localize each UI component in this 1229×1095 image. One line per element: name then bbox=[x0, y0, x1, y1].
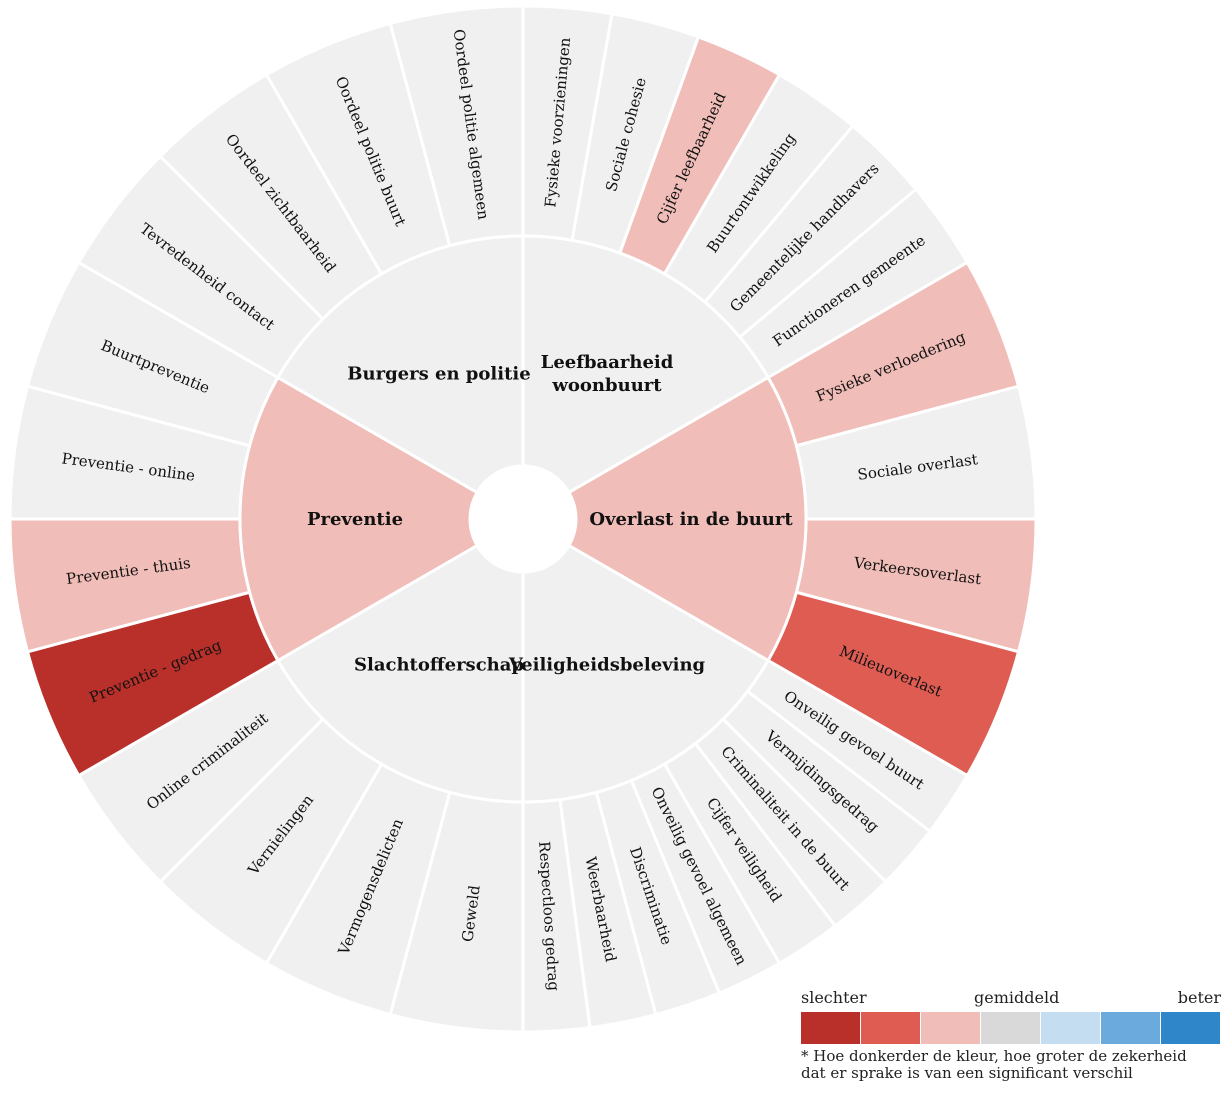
legend-swatch-5 bbox=[1041, 1012, 1101, 1044]
legend-label-worse: slechter bbox=[801, 988, 867, 1007]
inner-ring bbox=[238, 234, 808, 804]
legend-labels: slechter gemiddeld beter bbox=[801, 988, 1221, 1010]
inner-labels: Leefbaarheid woonbuurt Overlast in de buur… bbox=[307, 352, 793, 675]
outer-ring bbox=[8, 4, 1038, 1034]
legend-swatch-2 bbox=[861, 1012, 921, 1044]
category-label-slachtofferschap: Slachtofferschap bbox=[354, 654, 524, 675]
color-legend: slechter gemiddeld beter * Hoe donkerder… bbox=[801, 988, 1221, 1082]
legend-swatch-7 bbox=[1161, 1012, 1221, 1044]
legend-note-line-2: dat er sprake is van een significant ver… bbox=[801, 1064, 1133, 1082]
legend-note: * Hoe donkerder de kleur, hoe groter de … bbox=[801, 1048, 1221, 1082]
category-label-veiligheidsbeleving: Veiligheidsbeleving bbox=[508, 654, 706, 675]
legend-swatch-3 bbox=[921, 1012, 981, 1044]
legend-label-better: beter bbox=[1177, 988, 1221, 1007]
legend-color-scale bbox=[801, 1012, 1221, 1044]
category-label-burgers-en-politie: Burgers en politie bbox=[347, 364, 530, 385]
legend-swatch-6 bbox=[1101, 1012, 1161, 1044]
category-label-overlast-in-de-buurt: Overlast in de buurt bbox=[589, 509, 793, 530]
center-hole bbox=[470, 466, 576, 572]
legend-label-average: gemiddeld bbox=[974, 988, 1060, 1007]
legend-note-line-1: * Hoe donkerder de kleur, hoe groter de … bbox=[801, 1047, 1187, 1065]
category-label-leefbaarheid-woonbuurt: Leefbaarheid woonbuurt bbox=[541, 352, 674, 396]
legend-swatch-4 bbox=[981, 1012, 1041, 1044]
legend-swatch-1 bbox=[801, 1012, 861, 1044]
category-label-preventie: Preventie bbox=[307, 509, 403, 530]
